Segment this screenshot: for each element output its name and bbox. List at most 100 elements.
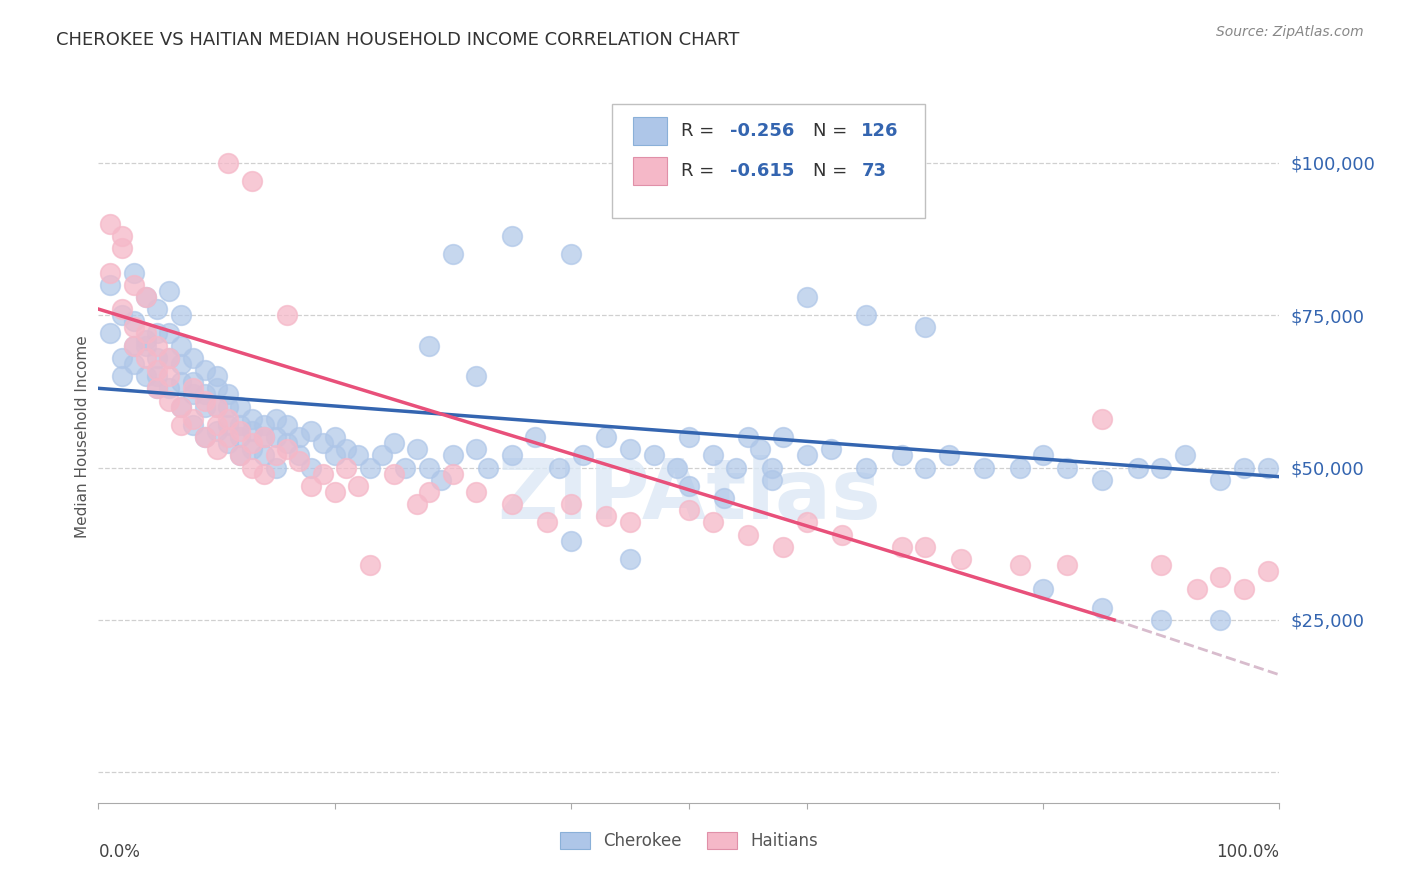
Point: [253, 430, 276, 444]
Point: [157, 326, 180, 341]
Point: [1185, 582, 1208, 597]
Point: [560, 533, 582, 548]
Point: [323, 485, 346, 500]
Point: [772, 430, 794, 444]
Point: [205, 400, 228, 414]
Point: [678, 479, 700, 493]
Point: [418, 338, 440, 352]
Point: [146, 363, 169, 377]
FancyBboxPatch shape: [612, 104, 925, 218]
Point: [382, 436, 405, 450]
Point: [1209, 613, 1232, 627]
Point: [1233, 582, 1256, 597]
Point: [666, 460, 689, 475]
Point: [288, 454, 311, 468]
Point: [122, 320, 145, 334]
Point: [194, 387, 217, 401]
Point: [1008, 558, 1031, 573]
Point: [501, 497, 523, 511]
Point: [359, 460, 381, 475]
Point: [98, 277, 121, 292]
Point: [181, 412, 204, 426]
Point: [98, 217, 121, 231]
Point: [1056, 558, 1078, 573]
Point: [713, 491, 735, 505]
Text: Source: ZipAtlas.com: Source: ZipAtlas.com: [1216, 25, 1364, 39]
Point: [194, 430, 217, 444]
Point: [111, 241, 134, 255]
Point: [702, 516, 724, 530]
Point: [170, 338, 193, 352]
Point: [761, 473, 783, 487]
Point: [772, 540, 794, 554]
Point: [253, 467, 276, 481]
Point: [1091, 600, 1114, 615]
Point: [157, 369, 180, 384]
Point: [465, 442, 488, 457]
Point: [831, 527, 853, 541]
Point: [796, 516, 818, 530]
Point: [170, 417, 193, 432]
Point: [157, 381, 180, 395]
Point: [170, 400, 193, 414]
Point: [217, 155, 239, 169]
Point: [595, 430, 617, 444]
Point: [146, 369, 169, 384]
Point: [524, 430, 547, 444]
Text: 100.0%: 100.0%: [1216, 843, 1279, 861]
Point: [253, 430, 276, 444]
Legend: Cherokee, Haitians: Cherokee, Haitians: [554, 825, 824, 856]
Point: [299, 479, 322, 493]
Point: [441, 467, 464, 481]
FancyBboxPatch shape: [634, 157, 666, 185]
Point: [217, 430, 239, 444]
Point: [548, 460, 571, 475]
Point: [299, 424, 322, 438]
Text: 126: 126: [862, 121, 898, 140]
Point: [796, 290, 818, 304]
Y-axis label: Median Household Income: Median Household Income: [75, 335, 90, 539]
Point: [382, 467, 405, 481]
Point: [229, 430, 252, 444]
Point: [725, 460, 748, 475]
Point: [312, 467, 335, 481]
Point: [135, 351, 157, 365]
Point: [122, 338, 145, 352]
Point: [276, 417, 298, 432]
Point: [98, 326, 121, 341]
Point: [418, 485, 440, 500]
Point: [181, 351, 204, 365]
Point: [122, 277, 145, 292]
Point: [111, 308, 134, 322]
Point: [288, 448, 311, 462]
Text: N =: N =: [813, 161, 859, 180]
Point: [1150, 558, 1173, 573]
Point: [359, 558, 381, 573]
Point: [477, 460, 499, 475]
Point: [347, 479, 370, 493]
Point: [229, 417, 252, 432]
Point: [619, 516, 641, 530]
Point: [890, 448, 912, 462]
Point: [855, 460, 877, 475]
Point: [264, 430, 287, 444]
Point: [1008, 460, 1031, 475]
Point: [146, 381, 169, 395]
Point: [1209, 570, 1232, 584]
Point: [205, 381, 228, 395]
Text: 0.0%: 0.0%: [98, 843, 141, 861]
Point: [157, 351, 180, 365]
Point: [371, 448, 394, 462]
Point: [122, 338, 145, 352]
Point: [335, 460, 357, 475]
Point: [264, 448, 287, 462]
Point: [914, 540, 936, 554]
Point: [135, 369, 157, 384]
Text: R =: R =: [681, 121, 720, 140]
Point: [146, 338, 169, 352]
Point: [122, 357, 145, 371]
Point: [264, 412, 287, 426]
Text: -0.256: -0.256: [730, 121, 794, 140]
Point: [264, 460, 287, 475]
Point: [217, 417, 239, 432]
